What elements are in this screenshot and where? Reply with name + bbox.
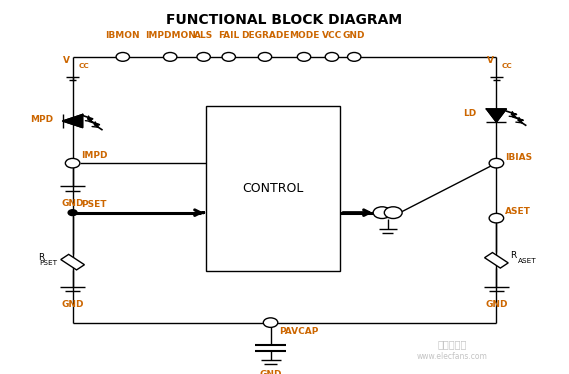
Circle shape: [384, 207, 402, 218]
Circle shape: [489, 159, 504, 168]
Text: PSET: PSET: [81, 200, 107, 209]
Circle shape: [163, 52, 177, 61]
Text: FUNCTIONAL BLOCK DIAGRAM: FUNCTIONAL BLOCK DIAGRAM: [167, 13, 402, 27]
Text: VCC: VCC: [322, 31, 342, 40]
Text: IMPDMON: IMPDMON: [145, 31, 196, 40]
Circle shape: [258, 52, 271, 61]
Text: IMPD: IMPD: [81, 151, 108, 160]
Bar: [61, 254, 84, 270]
Text: ALS: ALS: [194, 31, 213, 40]
Text: GND: GND: [61, 300, 84, 309]
Text: 电子发烧友: 电子发烧友: [437, 340, 467, 350]
Bar: [485, 252, 508, 268]
Polygon shape: [486, 109, 506, 122]
Circle shape: [263, 318, 278, 327]
Text: ASET: ASET: [505, 207, 531, 216]
Circle shape: [489, 214, 504, 223]
Text: DEGRADE: DEGRADE: [241, 31, 289, 40]
Text: GND: GND: [485, 300, 508, 309]
Text: IBIAS: IBIAS: [505, 153, 533, 162]
Circle shape: [325, 52, 339, 61]
Text: R: R: [510, 251, 516, 260]
Circle shape: [373, 207, 391, 218]
Text: FAIL: FAIL: [218, 31, 240, 40]
Bar: [207, 106, 340, 271]
Text: V: V: [63, 56, 70, 65]
Polygon shape: [63, 114, 83, 128]
Text: CONTROL: CONTROL: [242, 183, 304, 195]
Text: GND: GND: [61, 199, 84, 208]
Text: V: V: [486, 56, 493, 65]
Text: PSET: PSET: [39, 260, 57, 266]
Circle shape: [222, 52, 236, 61]
Text: MPD: MPD: [30, 115, 53, 124]
Text: CC: CC: [78, 63, 89, 69]
Text: PAVCAP: PAVCAP: [279, 327, 319, 336]
Text: CC: CC: [502, 63, 513, 69]
Text: GND: GND: [343, 31, 365, 40]
Circle shape: [348, 52, 361, 61]
Circle shape: [197, 52, 211, 61]
Text: ASET: ASET: [518, 258, 536, 264]
Text: LD: LD: [463, 109, 476, 118]
Circle shape: [65, 159, 80, 168]
Text: IBMON: IBMON: [105, 31, 140, 40]
Circle shape: [116, 52, 130, 61]
Circle shape: [298, 52, 311, 61]
Text: R: R: [39, 253, 45, 262]
Text: MODE: MODE: [289, 31, 319, 40]
Text: GND: GND: [259, 370, 282, 374]
Text: www.elecfans.com: www.elecfans.com: [417, 352, 487, 361]
Circle shape: [68, 210, 77, 215]
